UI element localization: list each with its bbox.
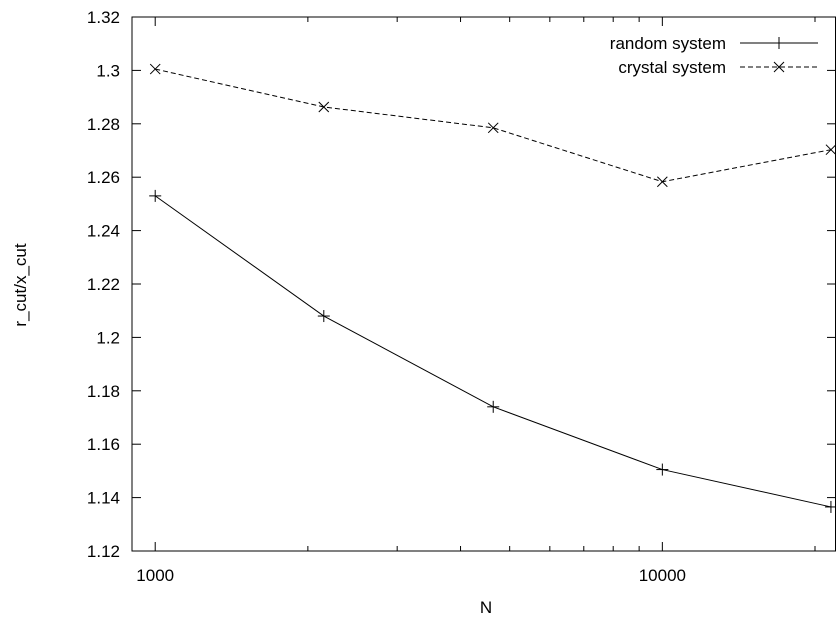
y-tick-label: 1.14 (87, 489, 120, 508)
data-point (487, 401, 499, 413)
series-line (155, 196, 831, 507)
series-crystal-system (150, 64, 836, 187)
series-line (155, 69, 831, 182)
x-axis-title: N (480, 598, 492, 617)
data-point (825, 501, 836, 513)
legend-label: crystal system (618, 58, 726, 77)
y-tick-label: 1.24 (87, 222, 120, 241)
data-point (656, 464, 668, 476)
plot-frame (132, 17, 836, 551)
y-tick-label: 1.18 (87, 382, 120, 401)
x-tick-label: 1000 (136, 566, 174, 585)
legend-item: crystal system (618, 58, 818, 77)
data-point (150, 64, 160, 74)
data-point (657, 177, 667, 187)
x-tick-label: 10000 (639, 566, 686, 585)
y-tick-label: 1.28 (87, 115, 120, 134)
y-axis: 1.12 1.14 1.16 1.18 1.2 1.22 1.24 1.26 1.28 1.3 1.… (87, 8, 836, 561)
y-tick-label: 1.32 (87, 8, 120, 27)
y-tick-label: 1.22 (87, 275, 120, 294)
y-tick-label: 1.16 (87, 435, 120, 454)
y-tick-label: 1.12 (87, 542, 120, 561)
x-axis: 1000 10000 (136, 17, 815, 585)
plot-border (132, 17, 836, 551)
data-point (318, 310, 330, 322)
legend-marker (773, 37, 785, 49)
series-layer (149, 64, 836, 513)
y-tick-label: 1.26 (87, 168, 120, 187)
legend-label: random system (610, 34, 726, 53)
series-random-system (149, 190, 836, 513)
y-axis-title: r_cut/x_cut (11, 243, 30, 326)
legend-item: random system (610, 34, 818, 53)
y-tick-label: 1.3 (96, 61, 120, 80)
data-point (826, 145, 836, 155)
data-point (149, 190, 161, 202)
y-tick-label: 1.2 (96, 328, 120, 347)
legend: random system crystal system (610, 34, 818, 77)
